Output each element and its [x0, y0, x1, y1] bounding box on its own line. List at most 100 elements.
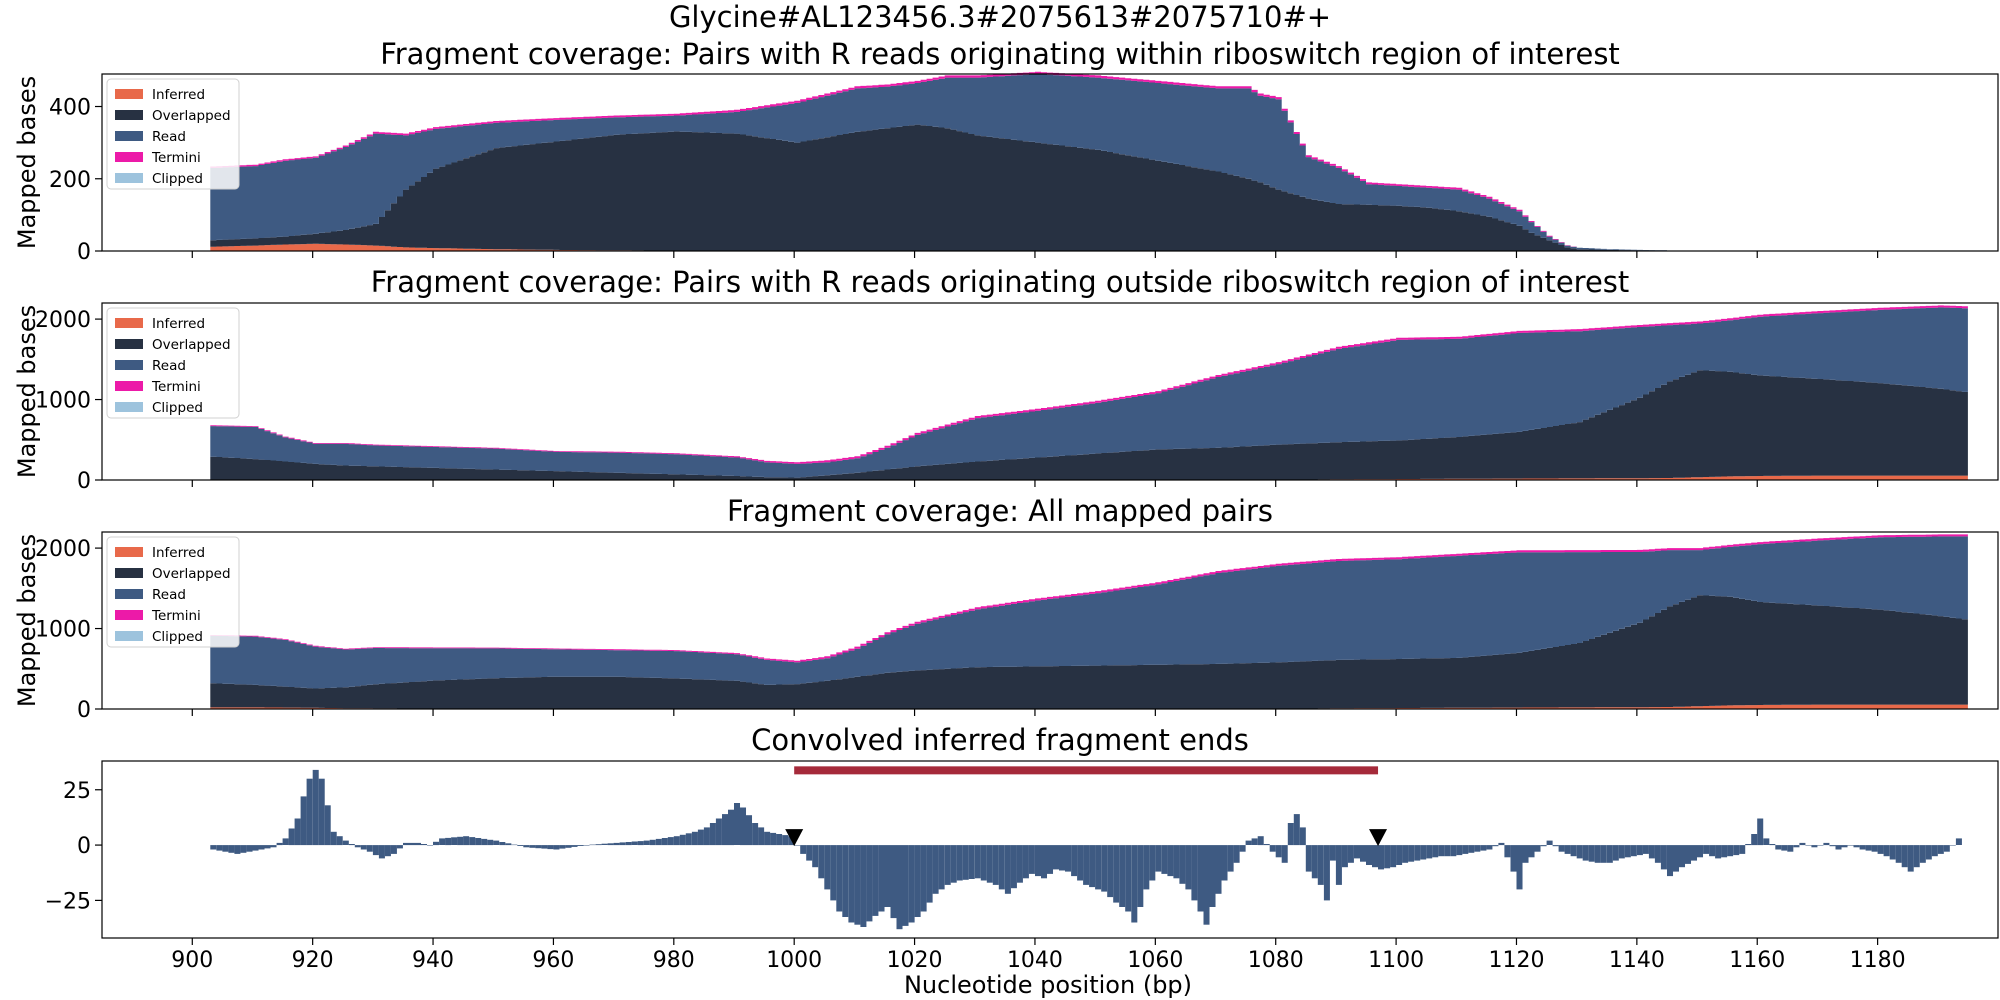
series-inferred [210, 243, 1968, 251]
bar [457, 836, 464, 846]
bar [1101, 845, 1108, 892]
bar [481, 838, 488, 846]
bar [607, 843, 614, 846]
bar [1209, 845, 1216, 907]
bar [1185, 845, 1192, 890]
bar [1679, 845, 1686, 868]
bar [306, 778, 313, 846]
bar [1474, 845, 1481, 852]
bar [1811, 845, 1818, 848]
y-tick-label: 0 [77, 834, 91, 859]
boundary-marker [1369, 829, 1388, 847]
bar [890, 845, 897, 919]
bar [920, 845, 927, 912]
bar [1444, 845, 1451, 857]
x-tick-label: 980 [653, 948, 695, 973]
bar [1847, 845, 1854, 846]
x-tick-label: 900 [171, 948, 213, 973]
bar [1432, 845, 1439, 858]
bar [1035, 845, 1042, 877]
bar [1010, 845, 1017, 889]
bar [529, 845, 536, 848]
x-tick-label: 1020 [887, 948, 943, 973]
bar [1462, 845, 1469, 854]
legend-swatch-clipped [115, 173, 143, 183]
legend-label-inferred: Inferred [152, 87, 205, 103]
bar [1119, 845, 1126, 907]
bar [505, 843, 512, 846]
legend-swatch-termini [115, 152, 143, 162]
series-inferred [210, 475, 1968, 480]
bar [1582, 845, 1589, 861]
series-read [210, 74, 1968, 251]
bar [222, 845, 229, 852]
x-tick-label: 1140 [1609, 948, 1665, 973]
series-read [210, 307, 1968, 478]
bar [415, 842, 422, 846]
axes-frame [101, 531, 1999, 710]
bar [1221, 845, 1228, 881]
bar [1161, 845, 1168, 874]
bar [878, 845, 885, 912]
bar [1414, 845, 1421, 861]
bar [595, 844, 602, 846]
bar [752, 823, 759, 846]
legend-label-clipped: Clipped [152, 400, 203, 416]
bar [240, 845, 247, 853]
bar [384, 845, 391, 857]
bar [1883, 845, 1890, 857]
bar [372, 845, 379, 856]
bar [1775, 845, 1782, 850]
bar [1871, 845, 1878, 852]
y-tick-label: 2000 [35, 308, 91, 333]
legend-swatch-inferred [115, 547, 143, 557]
legend-swatch-read [115, 360, 143, 370]
legend-label-termini: Termini [151, 379, 201, 395]
bar [1763, 838, 1770, 845]
bar [1727, 845, 1734, 857]
bar [1865, 845, 1872, 851]
bar [1787, 845, 1794, 852]
bar [396, 845, 403, 849]
bar [806, 845, 813, 861]
legend-swatch-overlapped [115, 339, 143, 349]
bar [210, 845, 217, 850]
bar [1287, 823, 1294, 846]
bar [1534, 845, 1541, 852]
bar [403, 842, 410, 846]
x-tick-label: 1060 [1127, 948, 1183, 973]
legend-label-clipped: Clipped [152, 171, 203, 187]
bar [1083, 845, 1090, 885]
bar [655, 838, 662, 846]
bar [336, 836, 343, 846]
bar [1721, 845, 1728, 858]
bar [715, 818, 722, 846]
bar [836, 845, 843, 912]
bar [1504, 845, 1511, 858]
bar [818, 845, 825, 879]
bar [1041, 845, 1048, 879]
bar [1697, 845, 1704, 858]
bar [330, 831, 337, 846]
bar [1022, 845, 1029, 879]
bar [342, 840, 349, 845]
legend-swatch-overlapped [115, 110, 143, 120]
bar [1600, 845, 1607, 863]
figure-suptitle: Glycine#AL123456.3#2075613#2075710#+ [669, 0, 1331, 34]
bar [1751, 834, 1758, 846]
y-tick-label: 200 [49, 168, 91, 193]
bar [1396, 845, 1403, 865]
bar [1931, 845, 1938, 857]
bar [776, 834, 783, 846]
bar [1173, 845, 1180, 879]
bar [264, 845, 271, 849]
bar [1293, 814, 1300, 846]
bar [992, 845, 999, 885]
bar [1823, 842, 1830, 846]
y-tick-label: 1000 [35, 618, 91, 643]
bar [517, 845, 524, 846]
bar [1943, 845, 1950, 852]
bar [722, 814, 729, 846]
bar [445, 837, 452, 846]
bar [1552, 845, 1559, 847]
